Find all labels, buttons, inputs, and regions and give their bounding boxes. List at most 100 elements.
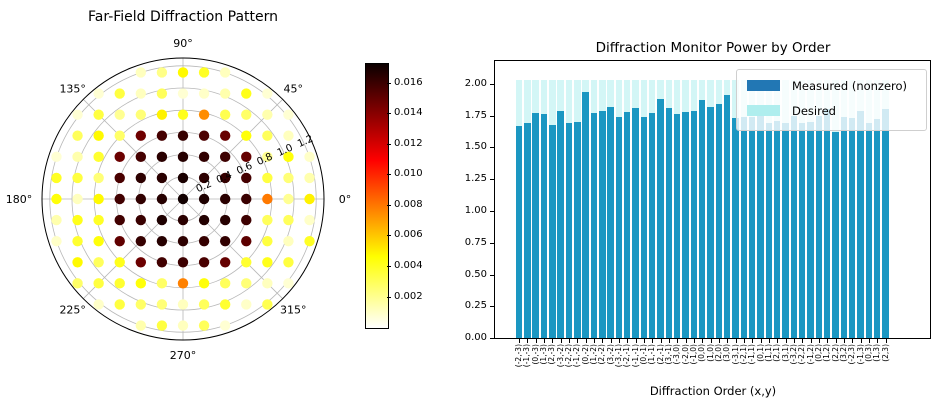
diffraction-order-dot: [114, 278, 125, 289]
measured-bar: [857, 110, 864, 338]
colorbar-tick-mark: [387, 174, 391, 176]
diffraction-order-dot: [198, 320, 210, 331]
x-tick-mark: [885, 339, 887, 343]
x-tick-mark: [652, 339, 654, 343]
measured-bar: [790, 115, 798, 338]
diffraction-order-dot: [283, 130, 294, 141]
diffraction-order-dot: [219, 257, 231, 268]
diffraction-order-dot: [304, 214, 315, 226]
x-tick-mark: [835, 339, 837, 343]
x-tick-mark: [577, 339, 579, 343]
diffraction-order-dot: [198, 88, 210, 99]
y-tick-label: 1.25: [464, 173, 487, 185]
x-tick-mark: [627, 339, 629, 343]
x-tick-mark: [702, 339, 704, 343]
diffraction-order-dot: [198, 151, 210, 163]
x-tick-mark: [735, 339, 737, 343]
diffraction-order-dot: [93, 88, 104, 99]
measured-bar: [865, 123, 873, 338]
diffraction-order-dot: [283, 257, 294, 268]
measured-bar: [848, 118, 856, 338]
x-tick-mark: [560, 339, 562, 343]
diffraction-order-dot: [177, 235, 189, 247]
diffraction-order-dot: [156, 235, 168, 247]
diffraction-order-dot: [51, 151, 62, 163]
y-tick-mark: [490, 147, 494, 149]
measured-bar: [707, 106, 714, 338]
colorbar-tick-label: 0.004: [394, 260, 423, 271]
colorbar-tick-label: 0.012: [394, 137, 423, 149]
diffraction-order-dot: [114, 151, 125, 163]
diffraction-order-dot: [135, 214, 147, 226]
diffraction-order-dot: [198, 67, 210, 78]
diffraction-order-dot: [262, 278, 273, 289]
x-tick-mark: [760, 339, 762, 343]
x-tick-mark: [768, 339, 770, 343]
diffraction-order-dot: [135, 193, 147, 205]
measured-bar: [673, 114, 681, 338]
measured-legend-label: Measured (nonzero): [792, 78, 908, 93]
colorbar-tick-mark: [387, 204, 391, 206]
diffraction-order-dot: [114, 109, 125, 120]
diffraction-order-dot: [241, 214, 252, 226]
diffraction-order-dot: [51, 172, 62, 184]
diffraction-order-dot: [114, 88, 125, 99]
diffraction-order-dot: [219, 193, 231, 205]
diffraction-order-dot: [304, 151, 315, 163]
diffraction-order-dot: [114, 235, 125, 247]
colorbar-gradient: [365, 63, 389, 329]
diffraction-order-dot: [135, 130, 147, 141]
x-tick-mark: [535, 339, 537, 343]
measured-bar: [640, 116, 648, 338]
diffraction-order-dot: [241, 151, 252, 163]
diffraction-order-dot: [241, 278, 252, 289]
diffraction-order-dot: [93, 130, 104, 141]
diffraction-order-dot: [283, 278, 294, 289]
y-tick-mark: [490, 306, 494, 308]
diffraction-order-dot: [114, 214, 125, 226]
measured-bar: [657, 99, 664, 338]
diffraction-order-dot: [177, 193, 189, 205]
colorbar-tick-label: 0.014: [394, 107, 423, 119]
colorbar-tick-mark: [387, 143, 391, 145]
diffraction-order-dot: [156, 214, 168, 226]
diffraction-order-dot: [72, 109, 83, 120]
x-tick-mark: [677, 339, 679, 343]
x-tick-mark: [752, 339, 754, 343]
colorbar-tick-label: 0.006: [394, 229, 423, 241]
diffraction-order-dot: [198, 172, 210, 184]
x-tick-mark: [643, 339, 645, 343]
angle-tick-label: 0°: [339, 193, 352, 206]
angle-tick-label: 225°: [59, 303, 86, 316]
y-tick-label: 0.25: [464, 300, 487, 312]
x-tick-mark: [810, 339, 812, 343]
diffraction-order-dot: [156, 88, 168, 99]
angle-tick-label: 270°: [170, 349, 197, 362]
diffraction-order-dot: [135, 109, 147, 120]
diffraction-order-dot: [262, 235, 273, 247]
diffraction-order-dot: [156, 257, 168, 268]
measured-bar: [840, 116, 848, 338]
radial-tick-label: 1.2: [296, 133, 315, 150]
diffraction-order-dot: [156, 320, 168, 331]
y-tick-label: 1.00: [464, 204, 487, 216]
y-tick-label: 0.75: [464, 236, 487, 248]
x-tick-mark: [793, 339, 795, 343]
measured-bar: [532, 113, 539, 338]
measured-bar: [582, 91, 589, 338]
diffraction-order-dot: [156, 172, 168, 184]
measured-bar: [698, 100, 706, 338]
diffraction-order-dot: [262, 88, 273, 99]
diffraction-order-dot: [219, 214, 231, 226]
diffraction-order-dot: [135, 278, 147, 289]
y-tick-label: 1.50: [464, 141, 487, 153]
x-tick-mark: [868, 339, 870, 343]
measured-bar: [723, 95, 731, 338]
diffraction-order-dot: [72, 214, 83, 226]
x-tick-mark: [552, 339, 554, 343]
y-tick-mark: [490, 242, 494, 244]
diffraction-order-dot: [93, 172, 104, 184]
x-tick-mark: [818, 339, 820, 343]
diffraction-order-dot: [93, 151, 104, 163]
measured-bar: [732, 118, 739, 338]
